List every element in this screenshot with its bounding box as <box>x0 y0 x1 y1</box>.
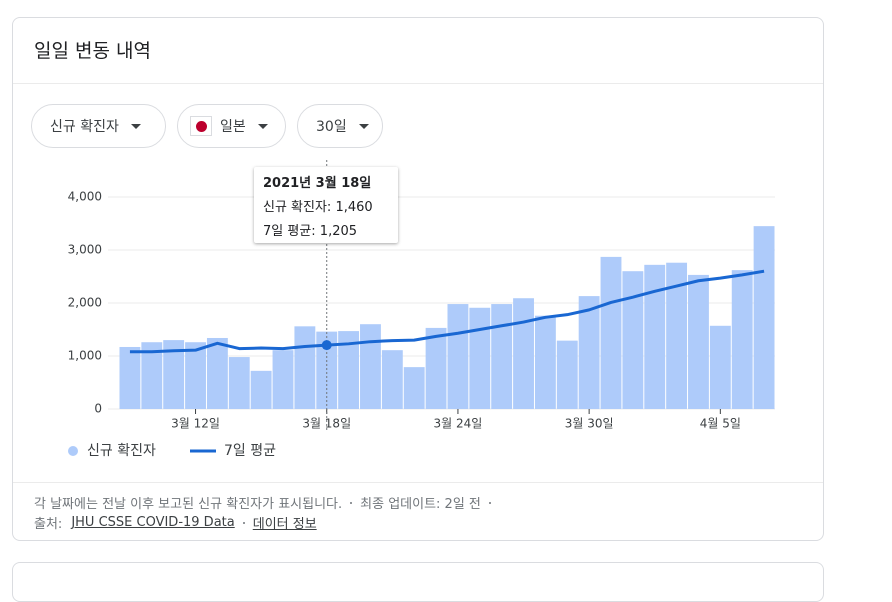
bar <box>316 331 338 409</box>
dropdown-label: 30일 <box>316 119 347 135</box>
bar <box>622 271 644 409</box>
bar <box>403 367 425 409</box>
flag <box>190 116 212 136</box>
bar <box>185 342 206 409</box>
bar <box>644 264 666 409</box>
y-tick-label: 3,000 <box>68 243 102 257</box>
x-tick-label: 3월 18일 <box>302 417 351 431</box>
bar <box>753 226 775 409</box>
bar <box>600 256 622 409</box>
separator <box>242 521 245 524</box>
legend-swatch <box>68 446 78 456</box>
bar <box>731 270 753 409</box>
bar <box>338 331 360 409</box>
bar <box>534 315 556 409</box>
bar <box>425 327 447 409</box>
dropdown-arrow <box>257 123 268 129</box>
x-tick-label: 4월 5일 <box>700 417 741 431</box>
source-label: 출처: <box>34 517 63 532</box>
y-tick-label: 2,000 <box>68 296 102 310</box>
bar <box>666 262 688 409</box>
bar <box>447 304 469 409</box>
footer-source: 출처: JHU CSSE COVID-19 Data 데이터 정보 <box>34 513 317 532</box>
footer-note: 각 날짜에는 전날 이후 보고된 신규 확진자가 표시됩니다. 최종 업데이트: … <box>34 493 499 512</box>
bar <box>578 296 600 409</box>
page: 일일 변동 내역 신규 확진자 일본 30일 0 1,000 2,000 3,000 4… <box>12 17 824 602</box>
tooltip-line: 신규 확진자: 1,460 <box>263 200 373 215</box>
updated: 최종 업데이트: 2일 전 <box>360 497 481 512</box>
bar <box>206 337 228 409</box>
separator <box>488 501 491 504</box>
hover-point <box>321 340 332 351</box>
tooltip-line: 7일 평균: 1,205 <box>263 224 358 239</box>
dropdown-arrow <box>358 123 369 129</box>
y-tick-label: 4,000 <box>68 190 102 204</box>
bar <box>119 346 141 409</box>
bar <box>709 325 731 409</box>
chart: 0 1,000 2,000 3,000 4,000 3월 12일 3월 18일 3월 24일 3… <box>68 160 775 459</box>
bar <box>360 324 381 409</box>
x-tick-label: 3월 24일 <box>434 417 483 431</box>
tooltip-date: 2021년 3월 18일 <box>263 176 372 191</box>
avg-line <box>129 269 765 354</box>
legend-label: 신규 확진자 <box>87 443 156 459</box>
card <box>12 17 824 541</box>
bar <box>250 370 272 409</box>
separator <box>350 501 353 504</box>
dropdown-label: 일본 <box>220 119 246 135</box>
card-title: 일일 변동 내역 <box>34 40 151 62</box>
bar <box>469 307 491 409</box>
bar <box>556 340 578 409</box>
bar <box>141 342 163 409</box>
legend-label: 7일 평균 <box>224 443 276 459</box>
country-dropdown[interactable]: 일본 <box>177 104 286 148</box>
divider <box>13 482 823 483</box>
dropdown-arrow <box>130 123 141 129</box>
y-tick-label: 0 <box>94 402 102 416</box>
flag-circle <box>195 120 207 132</box>
bar <box>163 340 185 409</box>
bar <box>381 350 403 409</box>
bar <box>228 357 250 409</box>
bar <box>513 298 534 409</box>
y-tick-label: 1,000 <box>68 349 102 363</box>
x-tick-label: 3월 30일 <box>565 417 614 431</box>
bar <box>491 304 513 409</box>
bar <box>688 274 709 409</box>
metric-dropdown[interactable]: 신규 확진자 <box>31 104 166 148</box>
bar <box>294 326 316 409</box>
dropdown-label: 신규 확진자 <box>50 119 119 135</box>
info-link[interactable]: 데이터 정보 <box>252 517 317 532</box>
bar <box>272 350 294 409</box>
x-tick-label: 3월 12일 <box>171 417 220 431</box>
note: 각 날짜에는 전날 이후 보고된 신규 확진자가 표시됩니다. <box>34 497 343 512</box>
divider <box>13 83 823 84</box>
range-dropdown[interactable]: 30일 <box>297 104 383 148</box>
source-link[interactable]: JHU CSSE COVID-19 Data <box>71 515 235 530</box>
